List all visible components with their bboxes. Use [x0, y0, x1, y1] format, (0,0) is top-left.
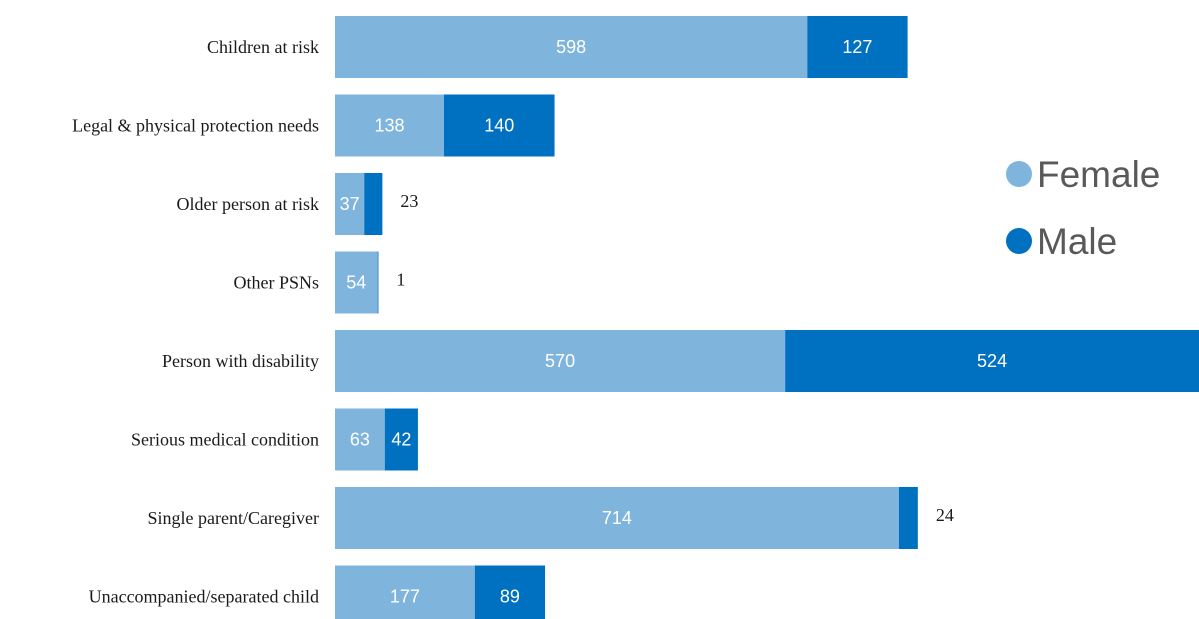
value-label-female-older-person-at-risk: 37	[340, 194, 360, 214]
value-label-female-children-at-risk: 598	[556, 37, 586, 57]
category-label-older-person-at-risk: Older person at risk	[177, 194, 319, 214]
bar-male-person-with-disability	[785, 330, 1199, 392]
legend-male-label: Male	[1037, 221, 1117, 262]
bars-group: Children at risk 598 127 Legal & physical p…	[72, 16, 1199, 619]
value-label-male-unaccompanied-separated-child: 89	[500, 587, 520, 607]
category-label-other-psns: Other PSNs	[233, 273, 319, 293]
value-label-female-unaccompanied-separated-child: 177	[390, 587, 420, 607]
bar-female-children-at-risk	[335, 16, 808, 78]
bar-male-children-at-risk	[807, 16, 908, 78]
value-label-female-serious-medical-condition: 63	[350, 430, 370, 450]
bar-female-legal-physical-protection-needs	[335, 94, 444, 157]
bar-female-older-person-at-risk	[335, 173, 365, 235]
legend: Female Male	[1006, 154, 1160, 262]
value-label-male-legal-physical-protection-needs: 140	[484, 116, 514, 136]
value-label-male-serious-medical-condition: 42	[391, 430, 411, 450]
bar-female-other-psns	[335, 251, 378, 314]
category-label-children-at-risk: Children at risk	[207, 37, 319, 57]
value-label-female-single-parent-caregiver: 714	[602, 508, 632, 528]
bar-female-serious-medical-condition	[335, 408, 385, 471]
bar-female-unaccompanied-separated-child	[335, 565, 475, 619]
category-label-legal-physical-protection-needs: Legal & physical protection needs	[72, 116, 319, 136]
bar-male-legal-physical-protection-needs	[443, 94, 555, 157]
bar-male-other-psns	[377, 251, 379, 314]
value-label-male-children-at-risk: 127	[842, 37, 872, 57]
bar-female-single-parent-caregiver	[335, 487, 899, 549]
value-label-male-person-with-disability: 524	[977, 351, 1007, 371]
bar-male-unaccompanied-separated-child	[474, 565, 546, 619]
category-label-person-with-disability: Person with disability	[162, 351, 319, 371]
value-label-female-person-with-disability: 570	[545, 351, 575, 371]
bar-male-serious-medical-condition	[384, 408, 418, 471]
category-label-unaccompanied-separated-child: Unaccompanied/separated child	[89, 587, 319, 607]
value-label-male-single-parent-caregiver: 24	[936, 505, 954, 525]
value-label-male-other-psns: 1	[396, 270, 405, 290]
value-label-male-older-person-at-risk: 23	[400, 191, 418, 211]
bar-female-person-with-disability	[335, 330, 786, 392]
bar-male-single-parent-caregiver	[898, 487, 918, 549]
category-label-serious-medical-condition: Serious medical condition	[131, 430, 319, 450]
value-label-female-other-psns: 54	[346, 273, 366, 293]
legend-female-swatch	[1006, 161, 1032, 187]
bar-male-older-person-at-risk	[364, 173, 383, 235]
value-label-female-legal-physical-protection-needs: 138	[374, 116, 404, 136]
legend-male-swatch	[1006, 228, 1032, 254]
legend-female-label: Female	[1037, 154, 1160, 195]
category-label-single-parent-caregiver: Single parent/Caregiver	[148, 508, 319, 528]
